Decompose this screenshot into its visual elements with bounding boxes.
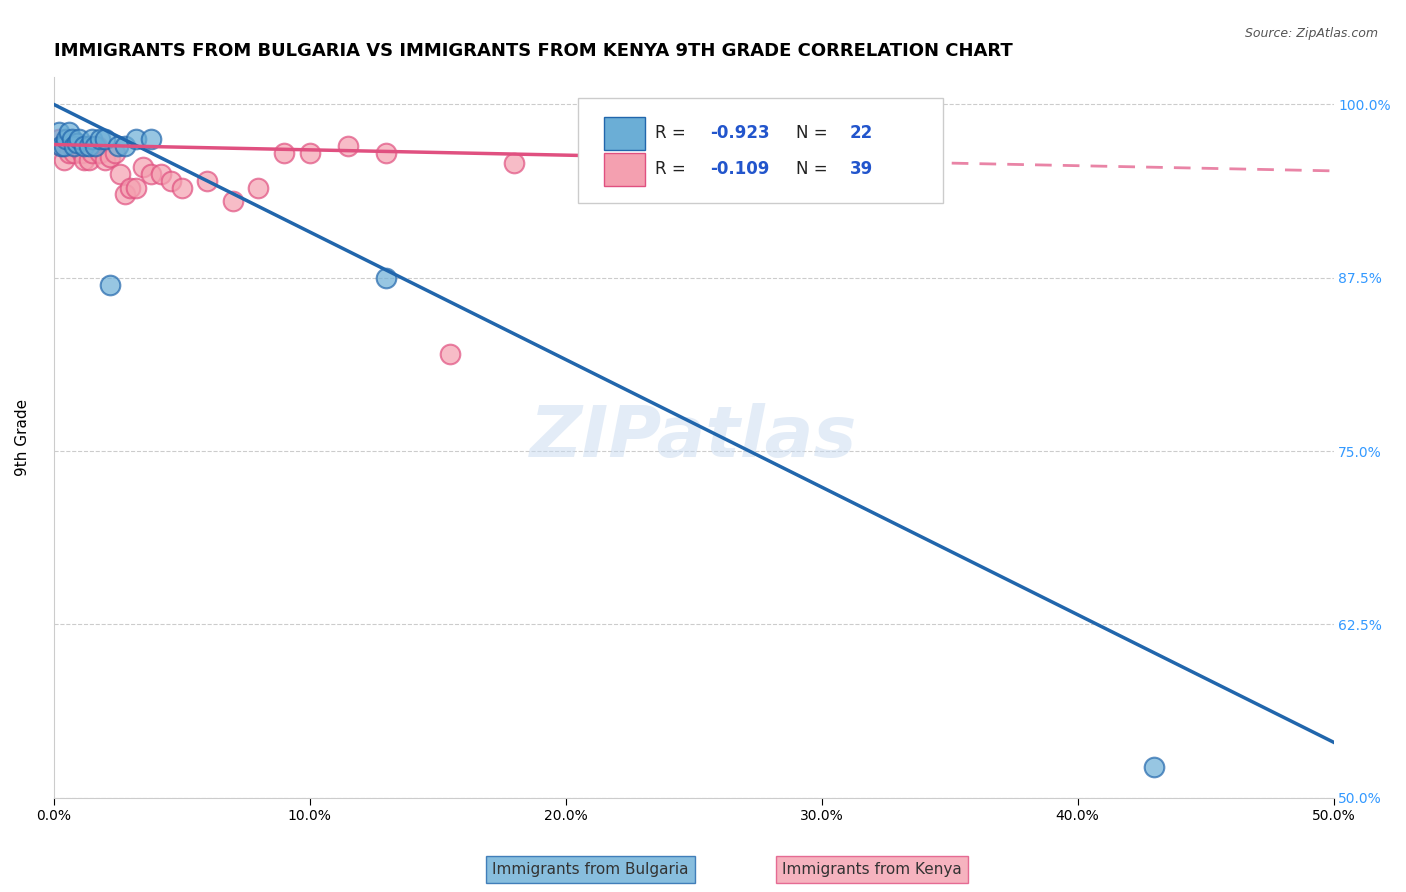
Text: R =: R = [655, 124, 692, 142]
Point [51, 139, 73, 153]
Point [63, 145, 86, 160]
Point [1143, 760, 1166, 774]
Point [66, 139, 89, 153]
Point [58, 145, 80, 160]
FancyBboxPatch shape [605, 153, 645, 186]
Text: R =: R = [655, 160, 692, 178]
Text: 22: 22 [849, 124, 873, 142]
Text: -0.923: -0.923 [710, 124, 770, 142]
Text: -0.109: -0.109 [710, 160, 769, 178]
Point [114, 139, 136, 153]
Point [132, 160, 155, 174]
Point [195, 173, 218, 187]
Text: 39: 39 [849, 160, 873, 178]
Point [89, 145, 111, 160]
Point [94, 153, 117, 167]
Point [73, 153, 96, 167]
Text: N =: N = [796, 124, 832, 142]
Text: ZIPatlas: ZIPatlas [530, 402, 858, 472]
Point [70, 145, 93, 160]
Point [375, 145, 398, 160]
Point [222, 194, 245, 209]
Text: Immigrants from Bulgaria: Immigrants from Bulgaria [492, 863, 689, 877]
Point [86, 139, 108, 153]
Point [83, 139, 105, 153]
Point [55, 139, 77, 153]
Point [66, 136, 89, 150]
Point [94, 132, 117, 146]
Point [139, 167, 162, 181]
Point [89, 132, 111, 146]
Text: Source: ZipAtlas.com: Source: ZipAtlas.com [1244, 27, 1378, 40]
Point [80, 145, 103, 160]
Point [58, 125, 80, 139]
Point [124, 180, 146, 194]
Point [98, 150, 121, 164]
Text: IMMIGRANTS FROM BULGARIA VS IMMIGRANTS FROM KENYA 9TH GRADE CORRELATION CHART: IMMIGRANTS FROM BULGARIA VS IMMIGRANTS F… [53, 42, 1012, 60]
FancyBboxPatch shape [578, 98, 943, 202]
Point [79, 139, 101, 153]
Point [375, 270, 398, 285]
Point [108, 167, 131, 181]
Point [76, 139, 98, 153]
FancyBboxPatch shape [605, 117, 645, 150]
Point [337, 139, 360, 153]
Text: N =: N = [796, 160, 832, 178]
Point [124, 132, 146, 146]
Point [120, 180, 142, 194]
Point [104, 145, 127, 160]
Point [52, 139, 75, 153]
Point [80, 132, 103, 146]
Point [73, 139, 96, 153]
Point [273, 145, 295, 160]
Point [63, 139, 86, 153]
Point [247, 180, 270, 194]
Point [160, 173, 183, 187]
Point [439, 347, 461, 361]
Point [67, 139, 90, 153]
Point [170, 180, 193, 194]
Point [55, 132, 77, 146]
Point [48, 132, 70, 146]
Point [503, 155, 526, 169]
Point [298, 145, 321, 160]
Text: Immigrants from Kenya: Immigrants from Kenya [782, 863, 962, 877]
Point [912, 173, 935, 187]
Point [139, 132, 162, 146]
Point [52, 153, 75, 167]
Point [107, 139, 129, 153]
Point [150, 167, 173, 181]
Point [60, 139, 83, 153]
Point [98, 277, 121, 292]
Point [60, 132, 83, 146]
Y-axis label: 9th Grade: 9th Grade [15, 399, 30, 475]
Point [48, 125, 70, 139]
Point [83, 139, 105, 153]
Point [79, 153, 101, 167]
Point [114, 187, 136, 202]
Point [51, 139, 73, 153]
Point [67, 132, 90, 146]
